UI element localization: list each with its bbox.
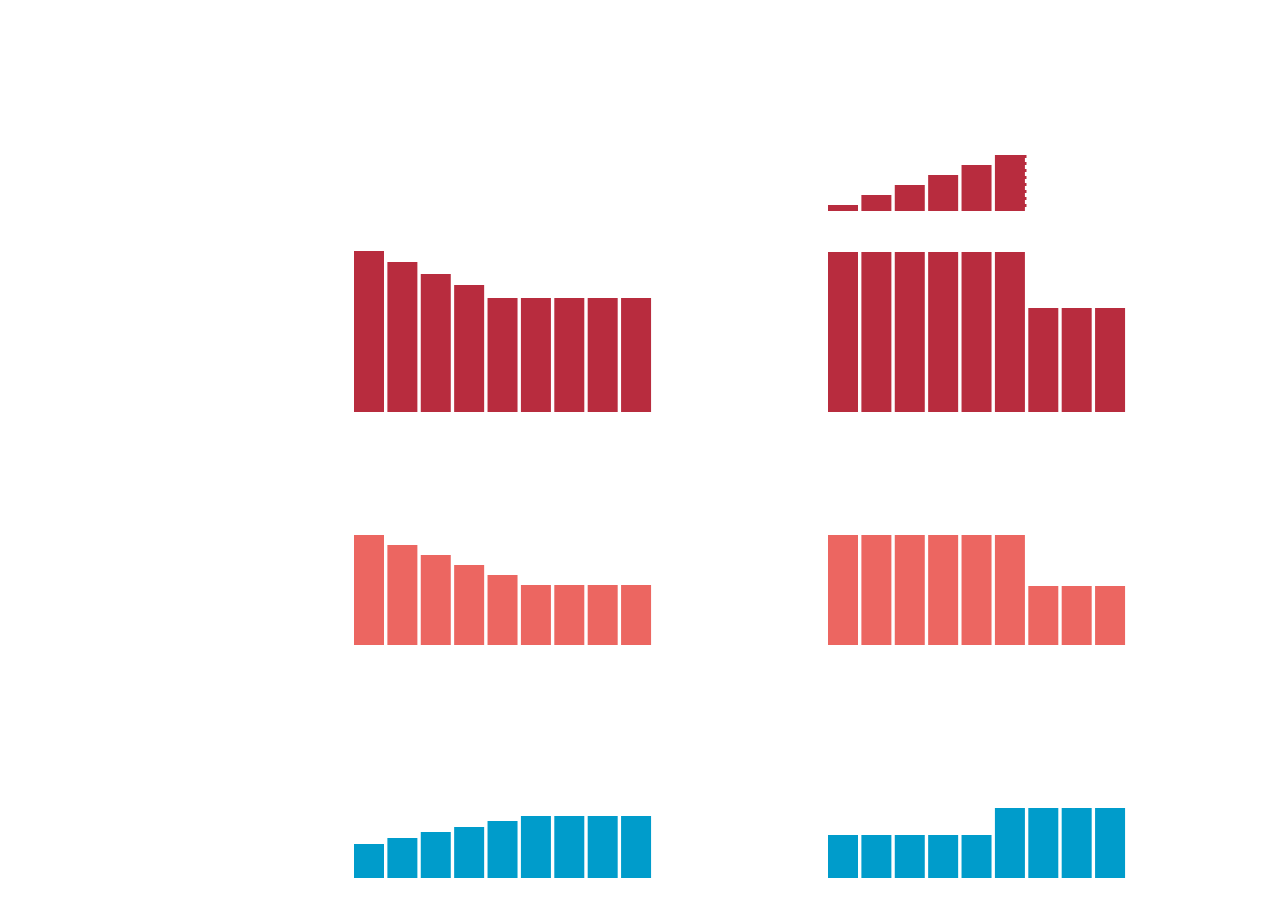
bar <box>894 535 925 645</box>
bar <box>454 565 485 645</box>
bar <box>994 155 1025 211</box>
bar <box>861 195 892 211</box>
bar <box>828 835 858 878</box>
bar <box>1028 308 1059 412</box>
bar <box>520 816 551 878</box>
bar <box>1095 308 1126 412</box>
bar <box>487 821 518 878</box>
bar <box>861 252 892 412</box>
bar <box>621 298 652 412</box>
bar <box>587 585 618 645</box>
bar <box>994 252 1025 412</box>
bar <box>928 175 959 211</box>
bar <box>354 251 384 412</box>
bar <box>387 838 418 878</box>
bar <box>354 535 384 645</box>
bar <box>1095 586 1126 645</box>
bar <box>961 252 992 412</box>
bar <box>1095 808 1126 878</box>
bar <box>928 535 959 645</box>
bar <box>928 252 959 412</box>
bar <box>828 535 858 645</box>
bar <box>828 205 858 211</box>
bar <box>961 165 992 211</box>
bar <box>861 835 892 878</box>
bar <box>587 298 618 412</box>
bar <box>354 844 384 878</box>
bar <box>554 816 585 878</box>
bar <box>387 262 418 412</box>
bar <box>1028 586 1059 645</box>
bar <box>894 185 925 211</box>
bar <box>961 835 992 878</box>
bar <box>554 298 585 412</box>
bar <box>554 585 585 645</box>
bar <box>420 555 451 645</box>
bar <box>420 274 451 412</box>
bar <box>1061 586 1092 645</box>
bar <box>487 575 518 645</box>
bar <box>420 832 451 878</box>
bar <box>1028 808 1059 878</box>
bar <box>454 285 485 412</box>
bar <box>487 298 518 412</box>
bar <box>861 535 892 645</box>
bar <box>828 252 858 412</box>
bar <box>894 252 925 412</box>
bar <box>587 816 618 878</box>
bar <box>454 827 485 878</box>
bar <box>961 535 992 645</box>
bar <box>520 585 551 645</box>
bar <box>894 835 925 878</box>
bar <box>928 835 959 878</box>
bar <box>994 535 1025 645</box>
bar <box>1061 808 1092 878</box>
bar <box>520 298 551 412</box>
bar <box>994 808 1025 878</box>
bar <box>621 816 652 878</box>
bar <box>387 545 418 645</box>
bar <box>1061 308 1092 412</box>
bar <box>621 585 652 645</box>
